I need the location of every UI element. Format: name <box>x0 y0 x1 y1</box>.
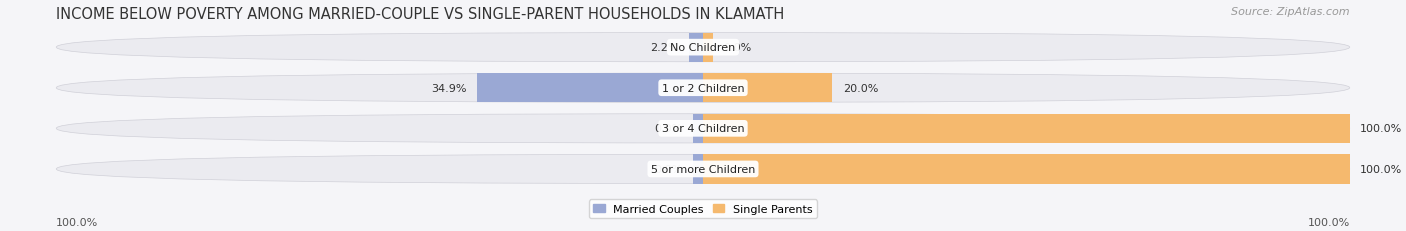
Bar <box>693 155 703 184</box>
Text: 20.0%: 20.0% <box>842 83 879 93</box>
Text: 0.0%: 0.0% <box>654 164 682 174</box>
Bar <box>703 74 832 103</box>
Text: INCOME BELOW POVERTY AMONG MARRIED-COUPLE VS SINGLE-PARENT HOUSEHOLDS IN KLAMATH: INCOME BELOW POVERTY AMONG MARRIED-COUPL… <box>56 7 785 22</box>
FancyBboxPatch shape <box>56 155 1350 184</box>
Bar <box>477 74 703 103</box>
Text: 100.0%: 100.0% <box>1308 217 1350 227</box>
Text: 0.0%: 0.0% <box>724 43 752 53</box>
FancyBboxPatch shape <box>56 114 1350 143</box>
Bar <box>703 114 1350 143</box>
Text: 100.0%: 100.0% <box>1360 124 1402 134</box>
Text: 5 or more Children: 5 or more Children <box>651 164 755 174</box>
Text: 100.0%: 100.0% <box>1360 164 1402 174</box>
Legend: Married Couples, Single Parents: Married Couples, Single Parents <box>589 200 817 219</box>
Text: 34.9%: 34.9% <box>432 83 467 93</box>
Text: 3 or 4 Children: 3 or 4 Children <box>662 124 744 134</box>
Text: 1 or 2 Children: 1 or 2 Children <box>662 83 744 93</box>
Text: No Children: No Children <box>671 43 735 53</box>
Text: Source: ZipAtlas.com: Source: ZipAtlas.com <box>1232 7 1350 17</box>
Bar <box>693 114 703 143</box>
Bar <box>703 33 713 62</box>
Text: 100.0%: 100.0% <box>56 217 98 227</box>
Bar <box>689 33 703 62</box>
FancyBboxPatch shape <box>56 74 1350 103</box>
Text: 0.0%: 0.0% <box>654 124 682 134</box>
Text: 2.2%: 2.2% <box>650 43 679 53</box>
Bar <box>703 155 1350 184</box>
FancyBboxPatch shape <box>56 33 1350 62</box>
